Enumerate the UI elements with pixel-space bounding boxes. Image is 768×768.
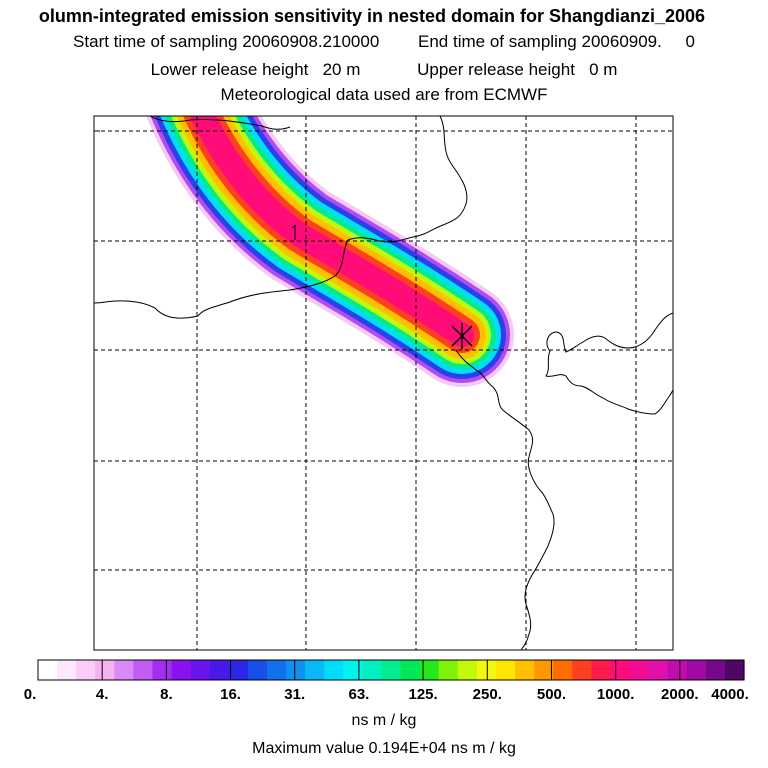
colorbar-swatch [171,660,192,680]
colorbar-swatch [495,660,516,680]
release-height-line: Lower release height 20 m Upper release … [0,60,768,80]
colorbar-swatch [648,660,669,680]
colorbar-tick-label: 125. [408,686,438,703]
trajectory-marker [291,224,297,240]
colorbar-tick-label: 16. [220,686,241,703]
colorbar-swatch [343,660,363,680]
colorbar [37,659,745,681]
colorbar-swatch [572,660,592,680]
colorbar-swatch [95,660,115,680]
colorbar-swatch [266,660,287,680]
colorbar-swatch [667,660,688,680]
lower-height-value: 20 m [322,60,361,79]
colorbar-swatch [247,660,268,680]
colorbar-tick-label: 4. [95,686,109,703]
plume-field [146,116,514,387]
colorbar-tick-label: 4000. [711,686,749,703]
sampling-time-line: Start time of sampling 20060908.210000 E… [0,32,768,52]
end-time-value: 20060909. 0 [581,32,695,51]
map-frame [93,115,674,651]
colorbar-swatch [57,660,77,680]
release-site-marker [451,323,473,349]
colorbar-swatch [209,660,230,680]
colorbar-swatch [381,660,402,680]
colorbar-tick-label: 8. [160,686,173,703]
colorbar-swatch [76,660,96,680]
colorbar-swatch [591,660,612,680]
colorbar-unit: ns m / kg [351,712,417,729]
end-time-label: End time of sampling [418,32,577,51]
colorbar-tick-label: 0. [23,686,37,703]
colorbar-swatch [724,660,745,680]
coastlines [94,116,673,650]
colorbar-tick-label: 500. [536,686,567,703]
colorbar-swatch [476,660,497,680]
start-time-label: Start time of sampling [73,32,238,51]
colorbar-frame [37,659,745,681]
colorbar-swatch [515,660,535,680]
colorbar-swatch [152,660,173,680]
colorbar-swatch [610,660,631,680]
colorbar-swatch [457,660,478,680]
colorbar-tick-label: 63. [348,686,370,703]
colorbar-swatch [553,660,573,680]
colorbar-swatch [190,660,211,680]
colorbar-tick-label: 2000. [661,686,699,703]
colorbar-swatch [705,660,726,680]
lower-height-label: Lower release height [150,60,309,79]
colorbar-swatch [114,660,135,680]
upper-height-value: 0 m [589,60,618,79]
plot-title: olumn-integrated emission sensitivity in… [38,6,706,26]
colorbar-swatch [228,660,249,680]
colorbar-swatch [324,660,344,680]
colorbar-tick-label: 250. [472,686,502,703]
colorbar-swatch [629,660,650,680]
upper-height-label: Upper release height [417,60,575,79]
maximum-value-text: Maximum value 0.194E+04 ns m / kg [252,740,516,757]
colorbar-swatch [305,660,325,680]
lat-lon-grid [94,116,673,650]
colorbar-swatch [438,660,459,680]
colorbar-swatch [686,660,707,680]
colorbar-swatch [362,660,383,680]
colorbar-swatch [419,660,440,680]
colorbar-tick-label: 31. [284,686,306,703]
colorbar-swatch [133,660,154,680]
colorbar-swatch [534,660,554,680]
colorbar-swatch [400,660,421,680]
start-time-value: 20060908.210000 [242,32,380,51]
colorbar-tick-label: 1000. [596,686,635,703]
met-data-line: Meteorological data used are from ECMWF [220,85,548,104]
colorbar-swatch [286,660,306,680]
colorbar-swatch [38,660,58,680]
